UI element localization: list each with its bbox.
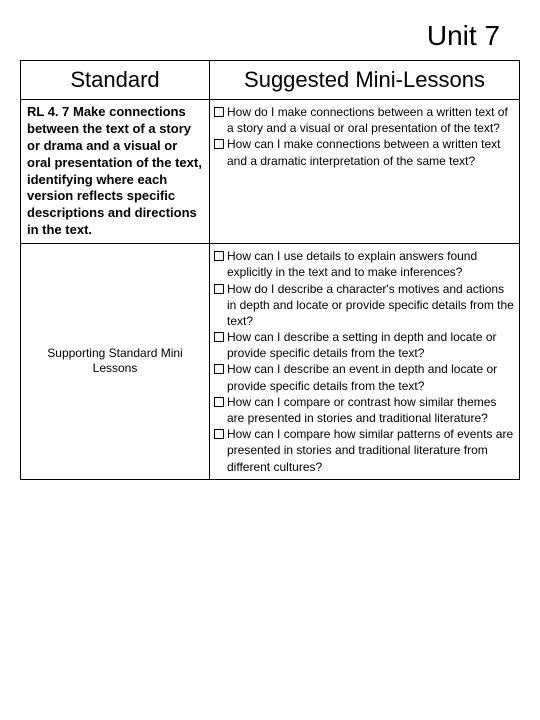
- checkbox-icon: [214, 364, 224, 374]
- lesson-item: How can I describe a setting in depth an…: [214, 329, 515, 361]
- lesson-item: How can I use details to explain answers…: [214, 248, 515, 280]
- supporting-cell: Supporting Standard Mini Lessons: [21, 244, 210, 480]
- lesson-item: How can I describe an event in depth and…: [214, 361, 515, 393]
- checkbox-icon: [214, 107, 224, 117]
- lesson-text: How can I make connections between a wri…: [227, 136, 515, 168]
- standard-header: Standard: [21, 61, 210, 100]
- table-row: Supporting Standard Mini Lessons How can…: [21, 244, 520, 480]
- checkbox-icon: [214, 332, 224, 342]
- lesson-item: How do I make connections between a writ…: [214, 104, 515, 136]
- checkbox-icon: [214, 284, 224, 294]
- checkbox-icon: [214, 139, 224, 149]
- checkbox-icon: [214, 429, 224, 439]
- standard-cell: RL 4. 7 Make connections between the tex…: [21, 100, 210, 244]
- checkbox-icon: [214, 251, 224, 261]
- table-row: RL 4. 7 Make connections between the tex…: [21, 100, 520, 244]
- lesson-item: How do I describe a character's motives …: [214, 281, 515, 330]
- unit-title: Unit 7: [20, 20, 520, 52]
- lesson-item: How can I make connections between a wri…: [214, 136, 515, 168]
- lessons-table: Standard Suggested Mini-Lessons RL 4. 7 …: [20, 60, 520, 480]
- lesson-item: How can I compare or contrast how simila…: [214, 394, 515, 426]
- checkbox-icon: [214, 397, 224, 407]
- lessons-header: Suggested Mini-Lessons: [210, 61, 520, 100]
- lessons-cell: How can I use details to explain answers…: [210, 244, 520, 480]
- lesson-item: How can I compare how similar patterns o…: [214, 426, 515, 475]
- lesson-text: How do I make connections between a writ…: [227, 104, 515, 136]
- lesson-text: How can I describe an event in depth and…: [227, 361, 515, 393]
- lesson-text: How can I describe a setting in depth an…: [227, 329, 515, 361]
- lessons-cell: How do I make connections between a writ…: [210, 100, 520, 244]
- lesson-text: How can I compare how similar patterns o…: [227, 426, 515, 475]
- lesson-text: How can I compare or contrast how simila…: [227, 394, 515, 426]
- lesson-text: How do I describe a character's motives …: [227, 281, 515, 330]
- lesson-text: How can I use details to explain answers…: [227, 248, 515, 280]
